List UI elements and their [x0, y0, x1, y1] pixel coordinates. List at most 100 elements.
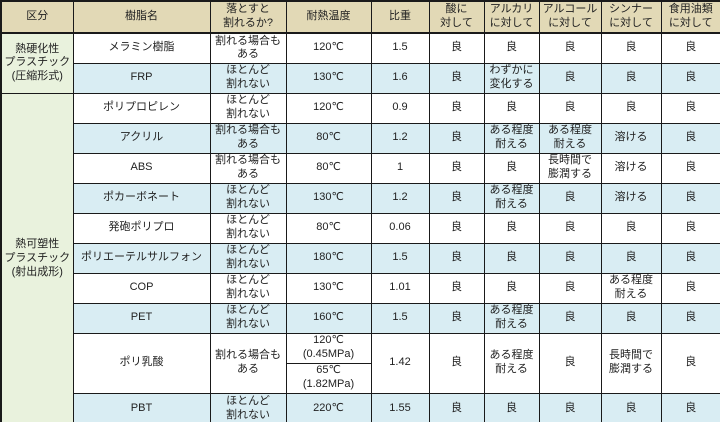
heat-cell: 160℃ [285, 302, 372, 334]
alkali-cell: 良 [483, 392, 540, 422]
thinner-cell: 溶ける [600, 122, 662, 154]
alcohol-cell: 良 [538, 272, 602, 304]
heat-cell: 130℃ [285, 272, 372, 304]
alkali-cell: 良 [483, 212, 540, 244]
acid-cell: 良 [428, 212, 485, 244]
alcohol-cell: 良 [538, 392, 602, 422]
break-cell: 割れる場合も ある [209, 332, 287, 394]
break-cell: ほとんど 割れない [209, 272, 287, 304]
header-heat-resistance: 耐熱温度 [285, 0, 372, 34]
heat-cell-upper: 120℃ (0.45MPa) [285, 332, 372, 364]
heat-cell: 120℃ [285, 32, 372, 64]
header-thinner: シンナー に対して [600, 0, 662, 34]
gravity-cell: 1.42 [370, 332, 430, 394]
alcohol-cell: 良 [538, 62, 602, 94]
gravity-cell: 0.06 [370, 212, 430, 244]
gravity-cell: 1 [370, 152, 430, 184]
acid-cell: 良 [428, 122, 485, 154]
gravity-cell: 1.2 [370, 122, 430, 154]
heat-cell: 80℃ [285, 122, 372, 154]
header-acid: 酸に 対して [428, 0, 485, 34]
break-cell: ほとんど 割れない [209, 182, 287, 214]
alkali-cell: ある程度 耐える [483, 182, 540, 214]
alkali-cell: 良 [483, 32, 540, 64]
gravity-cell: 1.01 [370, 272, 430, 304]
alkali-cell: 良 [483, 92, 540, 124]
break-cell: ほとんど 割れない [209, 242, 287, 274]
gravity-cell: 1.5 [370, 302, 430, 334]
break-cell: ほとんど 割れない [209, 302, 287, 334]
thinner-cell: 良 [600, 392, 662, 422]
oil-cell: 良 [660, 242, 720, 274]
header-specific-gravity: 比重 [370, 0, 430, 34]
table-row: アクリル 割れる場合も ある 80℃ 1.2 良 ある程度 耐える ある程度 耐… [1, 122, 720, 154]
thinner-cell: 良 [600, 32, 662, 64]
heat-cell: 80℃ [285, 212, 372, 244]
resin-name-cell: FRP [72, 62, 211, 94]
header-alkali: アルカリ に対して [483, 0, 540, 34]
acid-cell: 良 [428, 242, 485, 274]
alkali-cell: 良 [483, 242, 540, 274]
oil-cell: 良 [660, 62, 720, 94]
table-row: 発砲ポリプロ ほとんど 割れない 80℃ 0.06 良 良 良 良 良 [1, 212, 720, 244]
alcohol-cell: 長時間で 膨潤する [538, 152, 602, 184]
table-row: ポリエーテルサルフォン ほとんど 割れない 180℃ 1.5 良 良 良 良 良 [1, 242, 720, 274]
oil-cell: 良 [660, 152, 720, 184]
thinner-cell: ある程度 耐える [600, 272, 662, 304]
heat-cell-lower: 65℃ (1.82MPa) [285, 362, 372, 394]
acid-cell: 良 [428, 392, 485, 422]
header-breakability: 落とすと 割れるか? [209, 0, 287, 34]
acid-cell: 良 [428, 62, 485, 94]
heat-cell: 80℃ [285, 152, 372, 184]
resin-name-cell: メラミン樹脂 [72, 32, 211, 64]
alcohol-cell: 良 [538, 242, 602, 274]
alcohol-cell: 良 [538, 182, 602, 214]
heat-cell: 120℃ [285, 92, 372, 124]
gravity-cell: 1.55 [370, 392, 430, 422]
table-row: ポリ乳酸 割れる場合も ある 120℃ (0.45MPa) 1.42 良 ある程… [1, 332, 720, 394]
alkali-cell: 良 [483, 272, 540, 304]
resin-name-cell: ABS [72, 152, 211, 184]
thinner-cell: 良 [600, 242, 662, 274]
heat-cell: 130℃ [285, 182, 372, 214]
oil-cell: 良 [660, 212, 720, 244]
acid-cell: 良 [428, 182, 485, 214]
resin-name-cell: 発砲ポリプロ [72, 212, 211, 244]
thinner-cell: 良 [600, 92, 662, 124]
alkali-cell: 良 [483, 152, 540, 184]
acid-cell: 良 [428, 302, 485, 334]
oil-cell: 良 [660, 182, 720, 214]
table-row: PET ほとんど 割れない 160℃ 1.5 良 ある程度 耐える 良 良 良 [1, 302, 720, 334]
break-cell: 割れる場合も ある [209, 32, 287, 64]
resin-name-cell: ポカーボネート [72, 182, 211, 214]
alcohol-cell: 良 [538, 212, 602, 244]
group-cell-thermoplastic: 熱可塑性 プラスチック (射出成形) [0, 92, 74, 422]
acid-cell: 良 [428, 332, 485, 394]
alcohol-cell: 良 [538, 302, 602, 334]
alkali-cell: ある程度 耐える [483, 302, 540, 334]
header-category: 区分 [0, 0, 74, 34]
alcohol-cell: 良 [538, 92, 602, 124]
header-resin-name: 樹脂名 [72, 0, 211, 34]
table-row: 熱可塑性 プラスチック (射出成形) ポリプロピレン ほとんど 割れない 120… [0, 92, 720, 422]
header-alcohol: アルコール に対して [538, 0, 602, 34]
table-row: PBT ほとんど 割れない 220℃ 1.55 良 良 良 良 良 [1, 392, 720, 422]
acid-cell: 良 [428, 152, 485, 184]
break-cell: 割れる場合も ある [209, 122, 287, 154]
group-cell-thermosetting: 熱硬化性 プラスチック (圧縮形式) [0, 32, 74, 94]
resin-name-cell: COP [72, 272, 211, 304]
thinner-cell: 良 [600, 212, 662, 244]
oil-cell: 良 [660, 32, 720, 64]
oil-cell: 良 [660, 332, 720, 394]
alkali-cell: わずかに 変化する [483, 62, 540, 94]
table-row: 65℃ (1.82MPa) [1, 362, 720, 394]
heat-cell: 180℃ [285, 242, 372, 274]
resin-name-cell: ポリエーテルサルフォン [72, 242, 211, 274]
alcohol-cell: ある程度 耐える [538, 122, 602, 154]
table-row: ABS 割れる場合も ある 80℃ 1 良 良 長時間で 膨潤する 溶ける 良 [1, 152, 720, 184]
table-row: COP ほとんど 割れない 130℃ 1.01 良 良 良 ある程度 耐える 良 [1, 272, 720, 304]
break-cell: ほとんど 割れない [209, 392, 287, 422]
gravity-cell: 1.5 [370, 32, 430, 64]
